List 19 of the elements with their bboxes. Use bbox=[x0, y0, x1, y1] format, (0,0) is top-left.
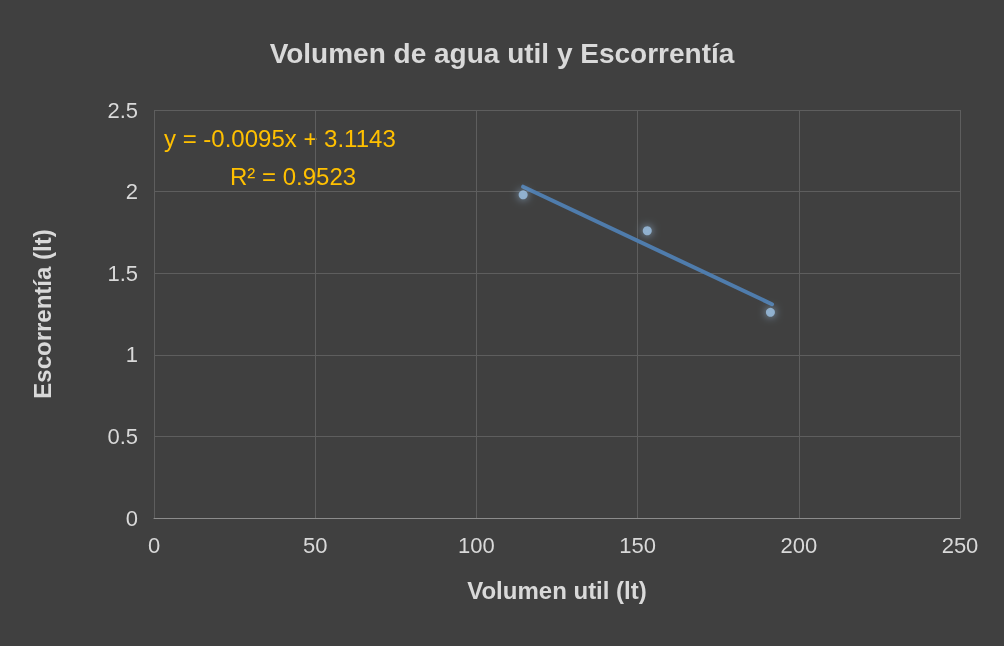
x-axis-title: Volumen util (lt) bbox=[467, 576, 647, 604]
y-tick-label: 1 bbox=[125, 342, 138, 368]
chart-title: Volumen de agua util y Escorrentía bbox=[269, 37, 735, 69]
point bbox=[642, 226, 652, 236]
x-tick-label: 0 bbox=[147, 532, 161, 558]
y-tick-label: 0.5 bbox=[107, 423, 138, 449]
annotation: R² = 0.9523 bbox=[230, 162, 357, 190]
y-tick-label: 2 bbox=[125, 179, 138, 205]
point bbox=[518, 190, 528, 200]
x-tick-label: 150 bbox=[619, 532, 656, 558]
x-tick-label: 100 bbox=[458, 532, 495, 558]
point bbox=[765, 307, 775, 317]
x-tick-label: 200 bbox=[780, 532, 818, 558]
x-tick-label: 50 bbox=[302, 532, 328, 558]
x-tick-label: 250 bbox=[941, 532, 979, 558]
y-axis-title: Escorrentía (lt) bbox=[28, 229, 56, 399]
y-tick-label: 2.5 bbox=[107, 97, 138, 123]
y-tick-label: 0 bbox=[125, 505, 138, 531]
y-tick-label: 1.5 bbox=[107, 260, 138, 286]
